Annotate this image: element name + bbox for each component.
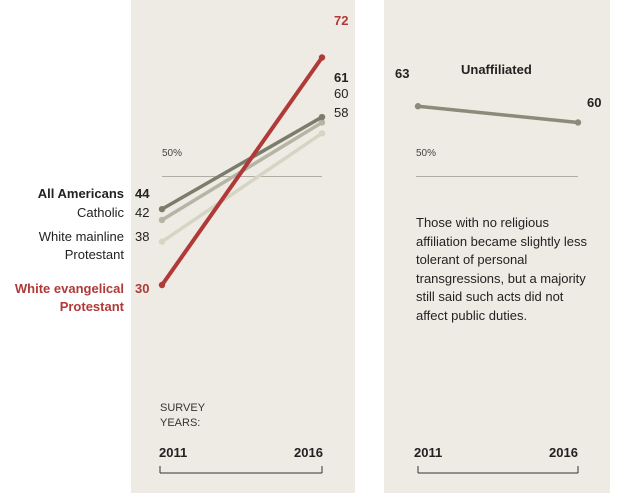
- data-label-evangelical-2016: 72: [334, 13, 349, 28]
- series-line-white-evangelical-protestant: [160, 55, 324, 287]
- data-label-evangelical-2011: 30: [135, 281, 150, 296]
- data-label-all-americans-2011: 44: [135, 186, 150, 201]
- data-label-mainline-2011: 38: [135, 229, 150, 244]
- data-label-unaffiliated-2011: 63: [395, 66, 410, 81]
- series-label-evangelical-line2: Protestant: [59, 299, 124, 314]
- point-catholic-2016: [318, 119, 326, 126]
- series-label-evangelical-line1: White evangelical: [14, 281, 124, 296]
- point-unaffiliated-2016: [574, 119, 582, 126]
- axis-caption: SURVEY YEARS:: [160, 401, 205, 431]
- x-tick-right-2011: 2011: [414, 445, 443, 460]
- x-tick-right-2016: 2016: [549, 445, 578, 460]
- point-white-mainline-protestant-2011: [158, 238, 166, 245]
- series-label-mainline-line2: Protestant: [64, 247, 124, 262]
- data-label-mainline-2016: 58: [334, 105, 349, 120]
- axis-caption-line2: YEARS:: [160, 417, 201, 429]
- series-line-unaffiliated: [416, 104, 580, 125]
- point-all-americans-2011: [158, 205, 166, 213]
- data-label-catholic-2016: 60: [334, 86, 349, 101]
- series-label-catholic: Catholic: [77, 205, 124, 220]
- axis-caption-line1: SURVEY: [160, 402, 206, 414]
- reference-label-right: 50%: [416, 148, 437, 159]
- point-unaffiliated-2011: [414, 103, 422, 110]
- series-label-all-americans: All Americans: [37, 186, 124, 201]
- point-white-evangelical-protestant-2016: [318, 54, 326, 61]
- data-label-all-americans-2016: 61: [334, 70, 349, 85]
- point-white-evangelical-protestant-2011: [158, 281, 166, 289]
- series-line-white-mainline-protestant: [160, 131, 324, 244]
- annotation-note: Those with no religious affiliation beca…: [416, 215, 588, 323]
- point-white-mainline-protestant-2016: [318, 130, 326, 137]
- reference-label-left: 50%: [162, 148, 183, 159]
- data-label-catholic-2011: 42: [135, 205, 150, 220]
- point-catholic-2011: [158, 216, 166, 224]
- x-tick-left-2011: 2011: [159, 445, 188, 460]
- right-chart-panel: [384, 0, 610, 493]
- series-label-mainline-line1: White mainline: [38, 229, 124, 244]
- x-tick-left-2016: 2016: [294, 445, 323, 460]
- series-line-all-americans: [160, 115, 324, 211]
- point-all-americans-2016: [318, 113, 326, 121]
- data-label-unaffiliated-2016: 60: [587, 95, 602, 110]
- left-chart-panel: [131, 0, 355, 493]
- series-label-unaffiliated: Unaffiliated: [461, 62, 532, 77]
